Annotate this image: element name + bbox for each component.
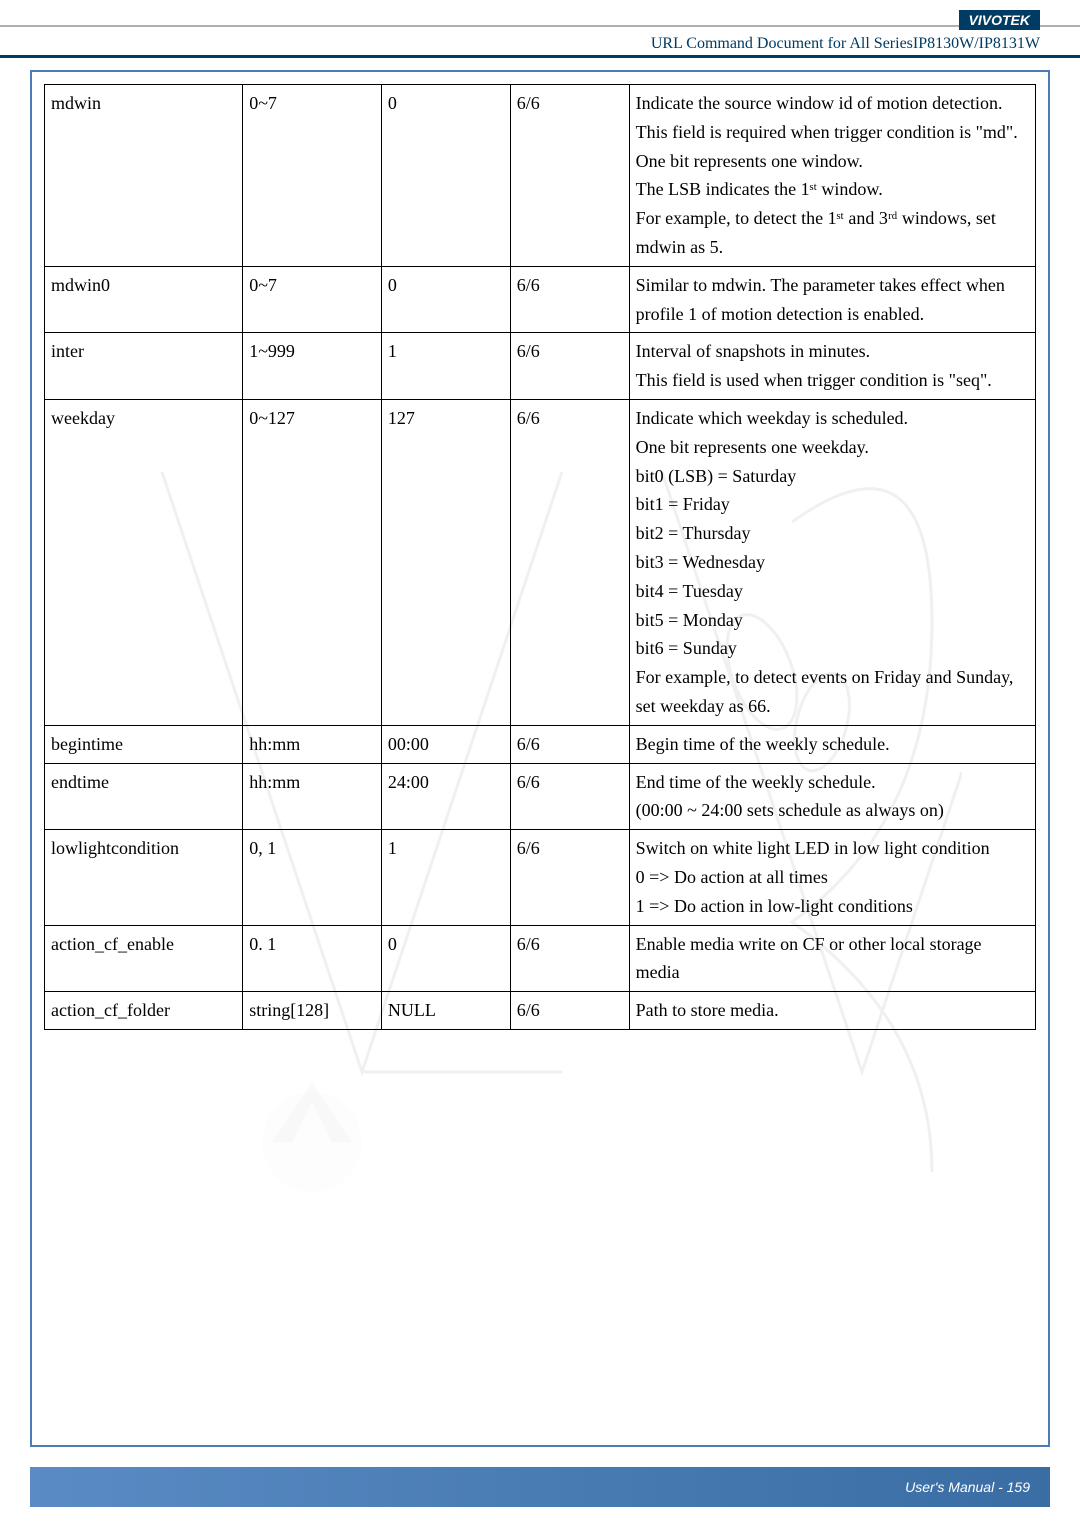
param-name-cell: inter (45, 333, 243, 400)
param-default-cell: NULL (381, 992, 510, 1030)
param-default-cell: 00:00 (381, 725, 510, 763)
param-name-cell: action_cf_enable (45, 925, 243, 992)
param-name-cell: begintime (45, 725, 243, 763)
param-default-cell: 0 (381, 85, 510, 267)
param-desc-cell: Similar to mdwin. The parameter takes ef… (629, 266, 1035, 333)
param-security-cell: 6/6 (510, 925, 629, 992)
param-desc-cell: Switch on white light LED in low light c… (629, 830, 1035, 925)
param-range-cell: 0, 1 (243, 830, 382, 925)
page-border: mdwin0~706/6Indicate the source window i… (30, 70, 1050, 1447)
param-name-cell: endtime (45, 763, 243, 830)
table-row: lowlightcondition0, 116/6Switch on white… (45, 830, 1036, 925)
param-range-cell: 0~7 (243, 266, 382, 333)
table-row: weekday0~1271276/6Indicate which weekday… (45, 399, 1036, 725)
table-row: action_cf_enable0. 106/6Enable media wri… (45, 925, 1036, 992)
param-desc-cell: Indicate which weekday is scheduled. One… (629, 399, 1035, 725)
param-default-cell: 127 (381, 399, 510, 725)
param-security-cell: 6/6 (510, 266, 629, 333)
table-container: mdwin0~706/6Indicate the source window i… (44, 84, 1036, 1030)
param-default-cell: 0 (381, 266, 510, 333)
param-security-cell: 6/6 (510, 333, 629, 400)
param-name-cell: lowlightcondition (45, 830, 243, 925)
table-row: mdwin0~706/6Indicate the source window i… (45, 85, 1036, 267)
page-footer: User's Manual - 159 (30, 1467, 1050, 1507)
param-default-cell: 24:00 (381, 763, 510, 830)
param-desc-cell: Interval of snapshots in minutes. This f… (629, 333, 1035, 400)
param-range-cell: string[128] (243, 992, 382, 1030)
brand-label: VIVOTEK (959, 10, 1040, 30)
param-name-cell: weekday (45, 399, 243, 725)
param-security-cell: 6/6 (510, 763, 629, 830)
table-row: action_cf_folderstring[128]NULL6/6Path t… (45, 992, 1036, 1030)
param-security-cell: 6/6 (510, 85, 629, 267)
parameter-table: mdwin0~706/6Indicate the source window i… (44, 84, 1036, 1030)
param-desc-cell: Begin time of the weekly schedule. (629, 725, 1035, 763)
header-divider-top (0, 25, 1080, 27)
param-range-cell: 0~7 (243, 85, 382, 267)
param-default-cell: 1 (381, 830, 510, 925)
param-desc-cell: Enable media write on CF or other local … (629, 925, 1035, 992)
table-row: inter1~99916/6Interval of snapshots in m… (45, 333, 1036, 400)
param-range-cell: hh:mm (243, 763, 382, 830)
table-row: begintimehh:mm00:006/6Begin time of the … (45, 725, 1036, 763)
param-name-cell: mdwin0 (45, 266, 243, 333)
param-range-cell: 1~999 (243, 333, 382, 400)
param-name-cell: mdwin (45, 85, 243, 267)
param-security-cell: 6/6 (510, 992, 629, 1030)
param-range-cell: 0~127 (243, 399, 382, 725)
param-security-cell: 6/6 (510, 725, 629, 763)
doc-subtitle: URL Command Document for All SeriesIP813… (651, 35, 1040, 53)
param-range-cell: hh:mm (243, 725, 382, 763)
param-desc-cell: End time of the weekly schedule. (00:00 … (629, 763, 1035, 830)
table-row: endtimehh:mm24:006/6End time of the week… (45, 763, 1036, 830)
param-desc-cell: Path to store media. (629, 992, 1035, 1030)
param-desc-cell: Indicate the source window id of motion … (629, 85, 1035, 267)
param-security-cell: 6/6 (510, 830, 629, 925)
footer-text: User's Manual - 159 (905, 1479, 1030, 1495)
param-default-cell: 1 (381, 333, 510, 400)
param-name-cell: action_cf_folder (45, 992, 243, 1030)
param-security-cell: 6/6 (510, 399, 629, 725)
param-range-cell: 0. 1 (243, 925, 382, 992)
table-row: mdwin00~706/6Similar to mdwin. The param… (45, 266, 1036, 333)
param-default-cell: 0 (381, 925, 510, 992)
